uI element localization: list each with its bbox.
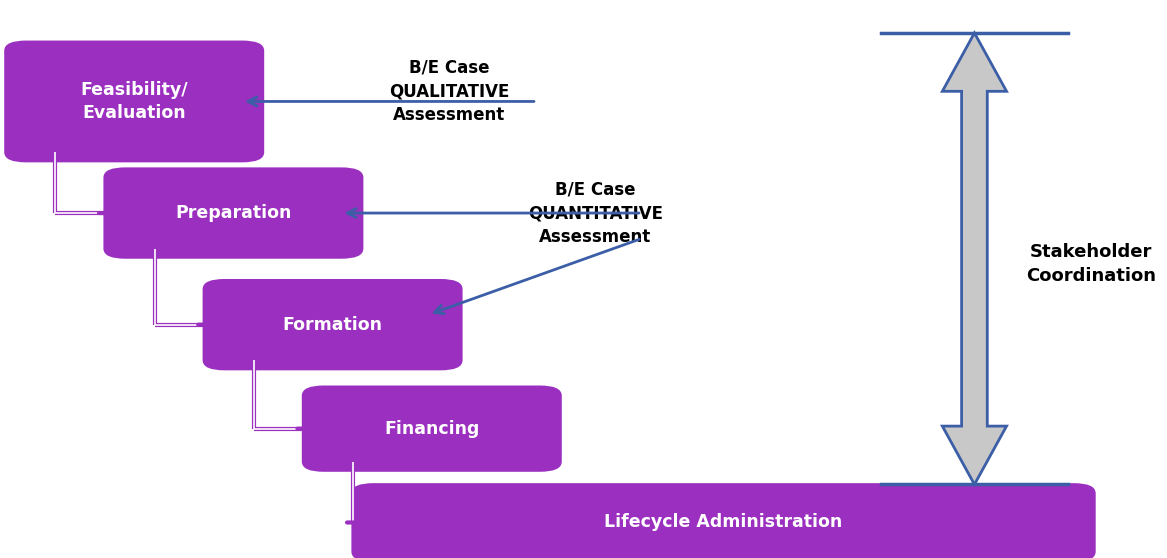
Text: Preparation: Preparation [175,204,292,222]
Text: Lifecycle Administration: Lifecycle Administration [605,513,843,531]
Text: Feasibility/
Evaluation: Feasibility/ Evaluation [81,81,188,122]
Text: Stakeholder
Coordination: Stakeholder Coordination [1026,243,1156,285]
FancyBboxPatch shape [6,42,264,161]
FancyBboxPatch shape [352,484,1095,558]
FancyBboxPatch shape [302,387,560,471]
Polygon shape [943,33,1006,484]
Text: B/E Case
QUANTITATIVE
Assessment: B/E Case QUANTITATIVE Assessment [527,180,663,246]
Text: Financing: Financing [384,420,480,437]
FancyBboxPatch shape [105,169,362,258]
Text: Formation: Formation [282,316,383,334]
FancyBboxPatch shape [203,280,461,369]
Text: B/E Case
QUALITATIVE
Assessment: B/E Case QUALITATIVE Assessment [389,59,510,124]
